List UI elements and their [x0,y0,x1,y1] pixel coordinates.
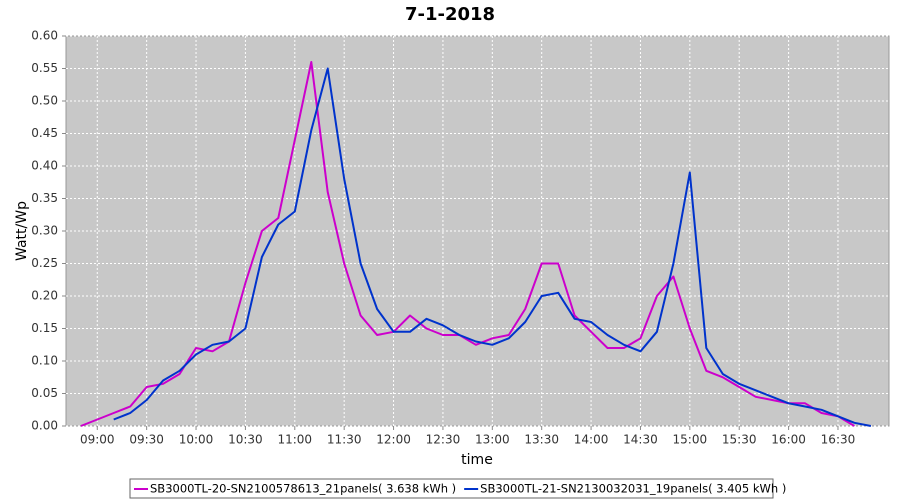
series-line [113,67,872,427]
chart-title: 7-1-2018 [405,4,495,25]
x-tick-label: 13:00 [475,433,510,447]
y-tick-label: 0.05 [31,386,58,400]
x-tick-label: 10:30 [228,433,263,447]
y-tick-label: 0.40 [31,159,58,173]
x-tick-label: 16:00 [771,433,806,447]
y-tick-label: 0.30 [31,224,58,238]
y-tick-label: 0.25 [31,256,58,270]
x-tick-label: 09:00 [80,433,115,447]
plot-area [65,35,890,427]
x-tick-label: 13:30 [524,433,559,447]
x-tick-label: 12:00 [376,433,411,447]
y-tick-label: 0.45 [31,126,58,140]
x-tick-label: 15:00 [673,433,708,447]
x-tick-label: 09:30 [129,433,164,447]
x-axis-label: time [461,452,493,468]
y-tick-label: 0.35 [31,191,58,205]
y-tick-label: 0.10 [31,354,58,368]
x-tick-label: 11:30 [327,433,362,447]
legend-label: SB3000TL-20-SN2100578613_21panels( 3.638… [150,482,456,496]
x-tick-label: 11:00 [277,433,312,447]
y-tick-label: 0.50 [31,94,58,108]
series-line [80,61,855,427]
x-tick-label: 14:00 [574,433,609,447]
y-tick-label: 0.20 [31,289,58,303]
legend [129,478,774,499]
y-tick-label: 0.15 [31,321,58,335]
legend-label: SB3000TL-21-SN2130032031_19panels( 3.405… [480,482,786,496]
x-tick-label: 10:00 [179,433,214,447]
y-tick-label: 0.60 [31,29,58,43]
x-tick-label: 12:30 [426,433,461,447]
x-tick-label: 16:30 [821,433,856,447]
x-tick-label: 15:30 [722,433,757,447]
y-tick-label: 0.55 [31,61,58,75]
y-axis-label: Watt/Wp [14,201,30,261]
y-tick-label: 0.00 [31,419,58,433]
x-tick-label: 14:30 [623,433,658,447]
